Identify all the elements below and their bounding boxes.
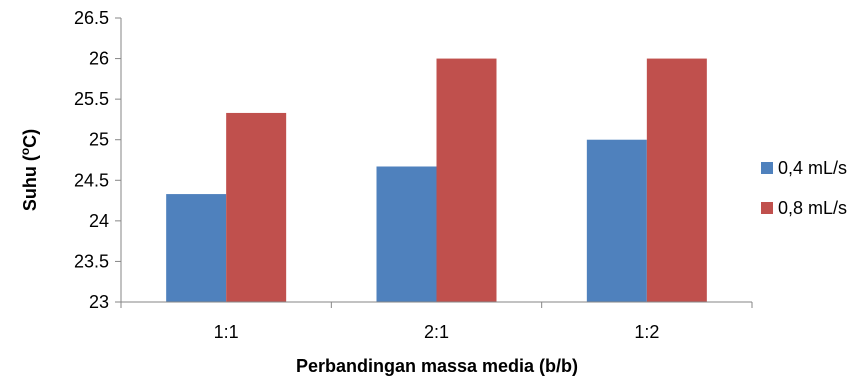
y-tick-label: 26 bbox=[89, 49, 109, 69]
x-axis-title: Perbandingan massa media (b/b) bbox=[296, 356, 578, 376]
y-axis-title-main: Suhu ( bbox=[20, 155, 40, 211]
legend-label: 0,8 mL/s bbox=[778, 198, 847, 218]
x-tick-label: 1:2 bbox=[634, 322, 659, 342]
bar-0-4-mL-s-1-1 bbox=[166, 194, 227, 302]
y-tick-label: 25.5 bbox=[74, 89, 109, 109]
plot-area bbox=[166, 58, 707, 303]
bar-0-4-mL-s-1-2 bbox=[586, 139, 647, 302]
y-tick-label: 26.5 bbox=[74, 8, 109, 28]
y-tick-label: 25 bbox=[89, 130, 109, 150]
legend: 0,4 mL/s 0,8 mL/s bbox=[761, 158, 847, 218]
bar-0-8-mL-s-1-1 bbox=[226, 112, 287, 303]
legend-swatch bbox=[761, 162, 773, 174]
y-axis-title-tail: C) bbox=[20, 129, 40, 148]
y-tick-label: 23 bbox=[89, 292, 109, 312]
legend-label: 0,4 mL/s bbox=[778, 158, 847, 178]
y-tick-label: 24 bbox=[89, 211, 109, 231]
y-tick-label: 24.5 bbox=[74, 170, 109, 190]
y-axis-title: Suhu (oC) bbox=[18, 129, 40, 211]
y-tick-label: 23.5 bbox=[74, 251, 109, 271]
y-axis-title-sup: o bbox=[18, 148, 32, 155]
bar-0-4-mL-s-2-1 bbox=[376, 166, 437, 302]
x-tick-label: 1:1 bbox=[214, 322, 239, 342]
bar-0-8-mL-s-2-1 bbox=[436, 58, 497, 303]
bar-0-8-mL-s-1-2 bbox=[646, 58, 707, 303]
x-axis: 1:1 2:1 1:2 bbox=[120, 301, 753, 342]
legend-swatch bbox=[761, 202, 773, 214]
y-axis: 23 23.5 24 24.5 25 25.5 26 26.5 bbox=[74, 8, 122, 312]
x-tick-label: 2:1 bbox=[424, 322, 449, 342]
